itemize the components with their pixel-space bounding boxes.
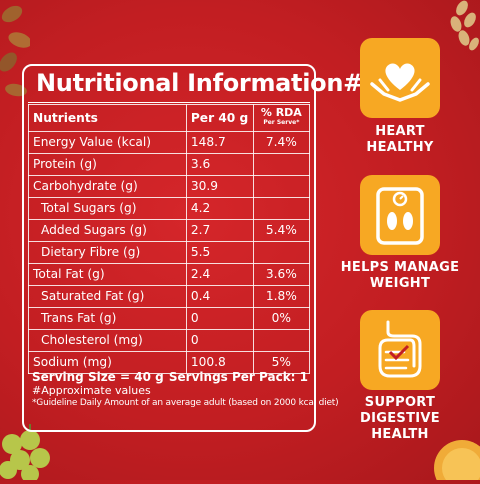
nutrient-rda	[252, 241, 311, 264]
table-row: Cholesterol (mg) 0	[28, 329, 311, 352]
header-per-40g: Per 40 g	[185, 104, 254, 132]
benefit-heart-label: HEART HEALTHY	[330, 124, 470, 156]
nutrient-rda	[252, 153, 311, 176]
header-rda-sub: Per Serve*	[263, 119, 300, 126]
table-row: Total Fat (g) 2.4 3.6%	[28, 263, 311, 286]
digestive-system-icon	[360, 310, 440, 390]
nutrient-name: Cholesterol (mg)	[28, 329, 187, 352]
nutrient-rda: 5.4%	[252, 219, 311, 242]
table-row: Dietary Fibre (g) 5.5	[28, 241, 311, 264]
nutrient-value: 3.6	[185, 153, 254, 176]
nutrient-rda	[252, 197, 311, 220]
nutrient-value: 4.2	[185, 197, 254, 220]
nutrient-value: 0	[185, 329, 254, 352]
nutrient-rda	[252, 329, 311, 352]
nutrient-name: Total Fat (g)	[28, 263, 187, 286]
nutrient-name: Added Sugars (g)	[28, 219, 187, 242]
table-header-row: Nutrients Per 40 g % RDA Per Serve*	[28, 104, 311, 132]
benefit-line: HELPS MANAGE	[340, 260, 460, 275]
nutrient-rda: 1.8%	[252, 285, 311, 308]
title-divider	[28, 102, 310, 103]
nutrient-name: Dietary Fibre (g)	[28, 241, 187, 264]
header-nutrients: Nutrients	[28, 104, 187, 132]
almonds-illustration	[0, 0, 32, 110]
nutrient-name: Sodium (mg)	[28, 351, 187, 374]
nutrient-rda: 5%	[252, 351, 311, 374]
nutrient-value: 2.4	[185, 263, 254, 286]
benefit-line: HEALTHY	[366, 140, 434, 155]
nutrient-rda: 7.4%	[252, 131, 311, 154]
table-row: Saturated Fat (g) 0.4 1.8%	[28, 285, 311, 308]
serving-info: Serving Size = 40 g Servings Per Pack: 1	[32, 370, 308, 384]
nutrient-value: 2.7	[185, 219, 254, 242]
table-row: Energy Value (kcal) 148.7 7.4%	[28, 131, 311, 154]
table-row: Total Sugars (g) 4.2	[28, 197, 311, 220]
nutrient-name: Trans Fat (g)	[28, 307, 187, 330]
nutrient-value: 100.8	[185, 351, 254, 374]
footnote-rda: *Guideline Daily Amount of an average ad…	[32, 398, 339, 408]
nutrient-value: 0	[185, 307, 254, 330]
footnote-approx: #Approximate values	[32, 384, 151, 397]
header-rda: % RDA Per Serve*	[252, 104, 311, 132]
nutrient-name: Carbohydrate (g)	[28, 175, 187, 198]
table-row: Trans Fat (g) 0 0%	[28, 307, 311, 330]
wheat-illustration	[440, 0, 480, 70]
benefit-line: WEIGHT	[369, 276, 431, 291]
serving-size: Serving Size = 40 g	[32, 370, 164, 384]
grapes-illustration	[0, 424, 60, 483]
heart-hands-icon	[360, 38, 440, 118]
nutrient-value: 0.4	[185, 285, 254, 308]
nutrient-value: 5.5	[185, 241, 254, 264]
nutrient-rda	[252, 175, 311, 198]
nutrient-value: 148.7	[185, 131, 254, 154]
benefit-digestive-label: SUPPORT DIGESTIVE HEALTH	[330, 395, 470, 443]
nutrient-rda: 0%	[252, 307, 311, 330]
table-row: Sodium (mg) 100.8 5%	[28, 351, 311, 374]
table-row: Added Sugars (g) 2.7 5.4%	[28, 219, 311, 242]
benefit-line: SUPPORT	[364, 395, 436, 410]
header-rda-label: % RDA	[260, 106, 302, 119]
benefit-weight-label: HELPS MANAGE WEIGHT	[330, 260, 470, 292]
nutrient-name: Total Sugars (g)	[28, 197, 187, 220]
nutrition-panel	[22, 64, 316, 432]
benefit-line: DIGESTIVE HEALTH	[360, 411, 440, 442]
servings-per-pack: Servings Per Pack: 1	[168, 370, 308, 384]
panel-title: Nutritional Information#	[36, 69, 363, 97]
nutrient-value: 30.9	[185, 175, 254, 198]
nutrient-rda: 3.6%	[252, 263, 311, 286]
benefit-line: HEART	[375, 124, 425, 139]
nutrition-table: Nutrients Per 40 g % RDA Per Serve* Ener…	[28, 104, 311, 374]
table-row: Carbohydrate (g) 30.9	[28, 175, 311, 198]
honey-bowl-illustration	[428, 428, 480, 484]
nutrient-name: Saturated Fat (g)	[28, 285, 187, 308]
weighing-scale-icon	[360, 175, 440, 255]
table-row: Protein (g) 3.6	[28, 153, 311, 176]
nutrient-name: Energy Value (kcal)	[28, 131, 187, 154]
nutrient-name: Protein (g)	[28, 153, 187, 176]
